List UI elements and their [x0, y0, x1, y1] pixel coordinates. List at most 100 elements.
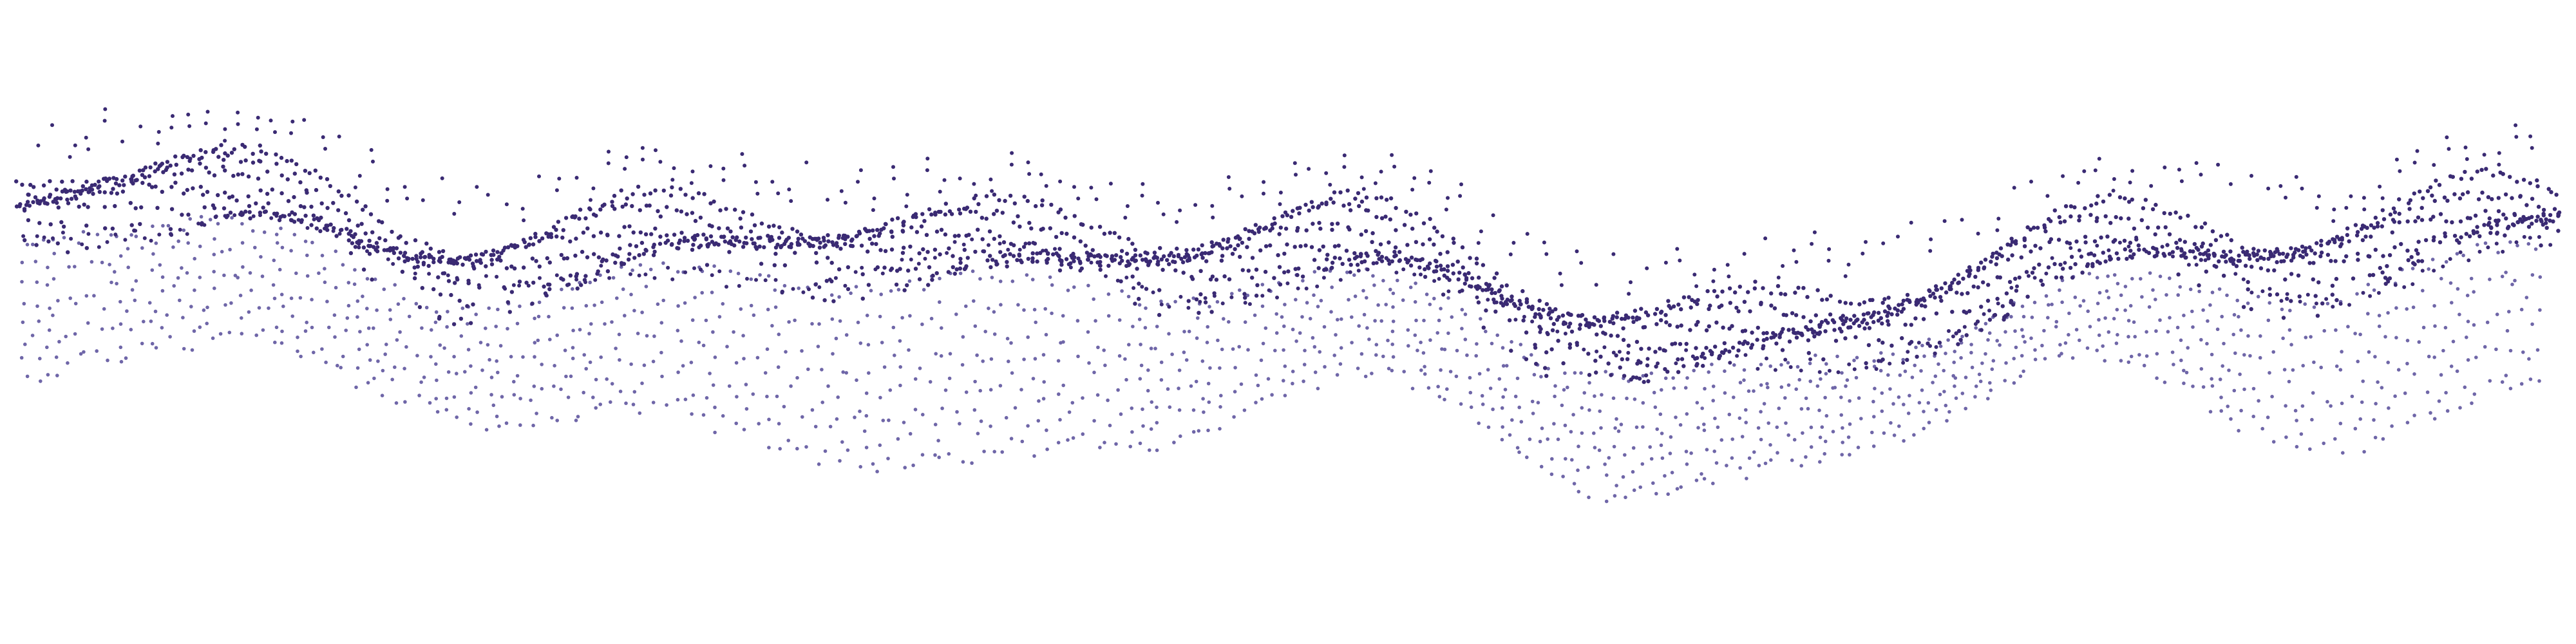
point [258, 188, 263, 193]
point [588, 360, 592, 365]
point [1676, 357, 1680, 362]
point [670, 178, 675, 182]
point [2098, 261, 2102, 265]
point [1799, 407, 1804, 411]
point [1845, 378, 1850, 382]
point [2397, 211, 2401, 216]
point [1531, 412, 1535, 415]
point [1451, 271, 1455, 276]
point [755, 355, 760, 360]
point [853, 415, 857, 419]
point [1743, 328, 1748, 333]
point [958, 271, 963, 276]
point [1311, 205, 1315, 209]
point [1481, 288, 1485, 292]
point [2334, 364, 2339, 368]
point [1370, 240, 1374, 244]
point [681, 364, 685, 368]
point [704, 236, 709, 241]
point [341, 263, 345, 267]
point [741, 245, 746, 249]
point [1374, 343, 1379, 346]
point [431, 260, 436, 265]
point [965, 205, 970, 210]
point [2556, 211, 2561, 216]
point [1034, 320, 1037, 325]
point [1460, 245, 1465, 250]
point [1841, 440, 1844, 444]
point [1146, 263, 1151, 267]
point [2402, 285, 2407, 289]
point [2176, 272, 2181, 277]
point [2398, 267, 2403, 271]
point [981, 249, 985, 254]
point [165, 160, 170, 164]
point [583, 274, 588, 278]
point [1167, 332, 1171, 336]
point [840, 440, 844, 444]
point [1061, 314, 1065, 318]
point [1318, 350, 1321, 354]
point [1198, 269, 1203, 273]
point [1039, 172, 1043, 176]
point [370, 277, 374, 282]
point [652, 249, 657, 254]
point [699, 267, 703, 272]
point [1510, 418, 1514, 422]
point [2324, 297, 2329, 301]
point [878, 443, 882, 448]
point [1423, 267, 1427, 272]
point [728, 269, 733, 273]
point [958, 211, 963, 216]
point [1416, 348, 1419, 352]
point [600, 300, 604, 305]
point [1445, 269, 1450, 273]
point [1210, 274, 1215, 279]
point [1182, 255, 1188, 260]
point [2455, 238, 2459, 243]
point [1041, 249, 1045, 253]
point [222, 158, 226, 162]
point [1237, 345, 1241, 349]
point [1481, 263, 1486, 267]
point [911, 463, 915, 468]
point [1710, 352, 1714, 357]
point [1715, 294, 1719, 299]
point [1943, 281, 1947, 286]
point [1309, 200, 1314, 204]
point [1479, 317, 1482, 321]
point [2304, 246, 2308, 251]
point [266, 201, 270, 205]
point [724, 207, 728, 211]
point [1609, 333, 1613, 338]
point [1846, 435, 1851, 439]
point [2228, 182, 2233, 186]
point [229, 301, 233, 305]
point [357, 174, 362, 178]
point [2063, 261, 2067, 265]
point [150, 341, 155, 346]
point [653, 188, 658, 193]
point [352, 282, 357, 287]
point [1274, 312, 1278, 316]
point [1931, 381, 1935, 384]
point [158, 263, 162, 267]
point [594, 213, 598, 218]
point [1243, 320, 1247, 325]
point [1495, 333, 1499, 337]
point [55, 241, 61, 246]
point [2262, 248, 2267, 252]
point [2416, 259, 2421, 263]
point [988, 254, 992, 258]
point [872, 234, 876, 238]
point [285, 177, 290, 182]
point [540, 363, 544, 366]
point [2475, 169, 2479, 174]
point [26, 218, 31, 223]
point [1061, 340, 1065, 344]
point [889, 268, 893, 272]
point [1553, 307, 1558, 312]
point [55, 200, 59, 205]
point [346, 238, 351, 243]
point [1023, 242, 1028, 246]
